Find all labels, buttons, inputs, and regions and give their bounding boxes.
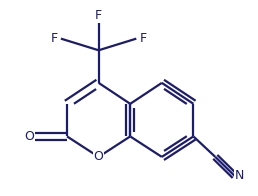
Text: F: F [51, 32, 58, 45]
Text: O: O [25, 130, 34, 143]
Text: N: N [235, 170, 244, 182]
Text: F: F [140, 32, 147, 45]
Text: F: F [95, 9, 102, 22]
Text: O: O [94, 150, 103, 163]
